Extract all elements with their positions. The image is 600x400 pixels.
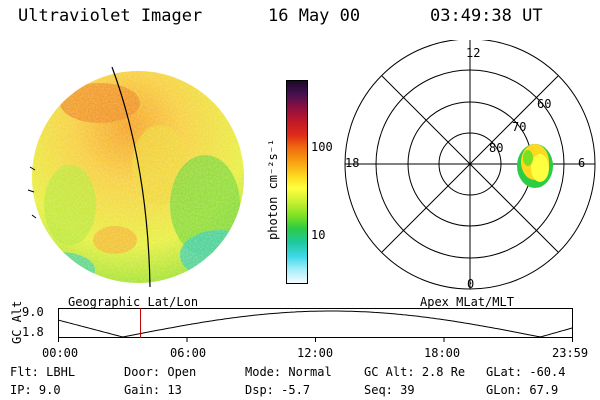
colorbar-unit-label: photon cm⁻²s⁻¹ bbox=[266, 138, 280, 240]
info-filter: Flt: LBHL bbox=[10, 365, 76, 379]
timeline-x-tick-1800: 18:00 bbox=[424, 346, 461, 360]
mlt-label-6: 6 bbox=[578, 156, 586, 170]
timeline-plot bbox=[58, 308, 573, 342]
info-glat: GLat: -60.4 bbox=[486, 365, 566, 379]
timeline-left-caption: Geographic Lat/Lon bbox=[68, 295, 199, 309]
info-gain: Gain: 13 bbox=[124, 383, 182, 397]
oval-blob bbox=[517, 144, 553, 188]
colorbar-tick-100: 100 bbox=[311, 140, 333, 154]
timeline-x-tick-1200: 12:00 bbox=[297, 346, 334, 360]
mlt-label-18: 18 bbox=[345, 156, 360, 170]
observation-time: 03:49:38 UT bbox=[430, 6, 543, 26]
lat-label-60: 60 bbox=[537, 97, 552, 111]
timeline-y-tick-low: 1.8 bbox=[22, 325, 44, 339]
lat-label-70: 70 bbox=[512, 120, 527, 134]
info-gc-alt: GC Alt: 2.8 Re bbox=[364, 365, 466, 379]
lat-label-80: 80 bbox=[489, 141, 504, 155]
info-seq: Seq: 39 bbox=[364, 383, 415, 397]
polar-plot bbox=[344, 40, 596, 290]
timeline-x-tick-2359: 23:59 bbox=[552, 346, 589, 360]
info-ip: IP: 9.0 bbox=[10, 383, 61, 397]
mlt-label-12: 12 bbox=[466, 46, 481, 60]
auroral-image bbox=[27, 66, 244, 288]
colorbar-tick-10: 10 bbox=[311, 228, 326, 242]
mlt-label-0: 0 bbox=[467, 277, 475, 291]
info-mode: Mode: Normal bbox=[245, 365, 332, 379]
info-glon: GLon: 67.9 bbox=[486, 383, 559, 397]
timeline-right-caption: Apex MLat/MLT bbox=[420, 295, 514, 309]
timeline-y-tick-high: 9.0 bbox=[22, 305, 44, 319]
instrument-title: Ultraviolet Imager bbox=[18, 6, 203, 26]
colorbar bbox=[286, 80, 308, 284]
info-door: Door: Open bbox=[124, 365, 197, 379]
timeline-x-tick-0600: 06:00 bbox=[170, 346, 207, 360]
info-dsp: Dsp: -5.7 bbox=[245, 383, 311, 397]
observation-date: 16 May 00 bbox=[268, 6, 361, 26]
timeline-x-tick-0000: 00:00 bbox=[42, 346, 79, 360]
